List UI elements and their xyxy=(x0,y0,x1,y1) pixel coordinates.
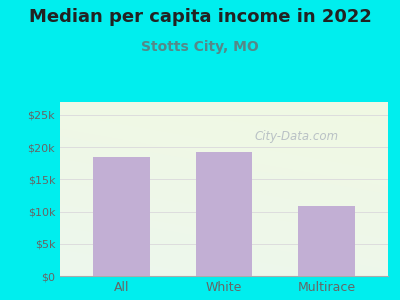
Text: Stotts City, MO: Stotts City, MO xyxy=(141,40,259,55)
Text: Median per capita income in 2022: Median per capita income in 2022 xyxy=(28,8,372,26)
Bar xyxy=(298,206,355,276)
Bar xyxy=(93,157,150,276)
Text: City-Data.com: City-Data.com xyxy=(254,130,338,143)
Bar xyxy=(196,152,252,276)
